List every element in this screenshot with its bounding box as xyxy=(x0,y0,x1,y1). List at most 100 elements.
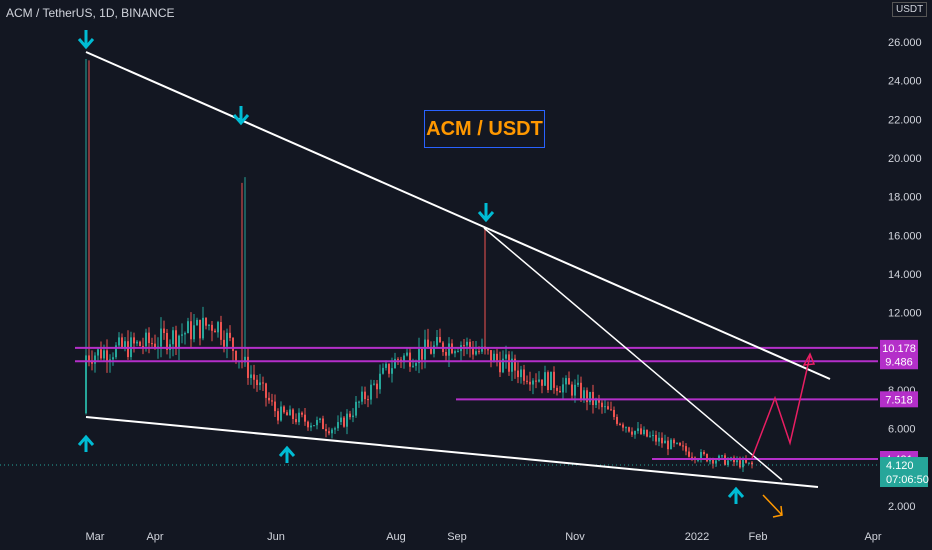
x-tick-label: 2022 xyxy=(685,531,709,543)
candle xyxy=(193,314,195,343)
candle xyxy=(118,332,120,349)
candle xyxy=(97,348,99,362)
candle xyxy=(439,328,441,343)
candle xyxy=(253,364,255,389)
candle xyxy=(334,426,336,434)
candle xyxy=(640,424,642,436)
candle xyxy=(400,356,402,369)
candle xyxy=(286,409,288,416)
candle xyxy=(289,405,291,416)
candle xyxy=(124,337,126,352)
candle xyxy=(706,453,708,463)
candle xyxy=(346,409,348,435)
x-tick-label: Aug xyxy=(386,531,406,543)
candle xyxy=(175,325,177,355)
candle xyxy=(412,358,414,368)
down-projection-arrow xyxy=(762,494,783,516)
candle xyxy=(496,348,498,367)
candle xyxy=(580,376,582,403)
candle xyxy=(220,315,222,346)
candle xyxy=(148,327,150,354)
candle xyxy=(529,371,531,391)
candle xyxy=(535,373,537,389)
candle xyxy=(262,376,264,391)
x-axis: Mar Apr Jun Aug Sep Nov 2022 Feb Apr xyxy=(86,531,882,543)
level-tag-label: 7.518 xyxy=(885,394,913,406)
candle xyxy=(460,341,462,361)
candlesticks xyxy=(85,59,753,472)
candle xyxy=(622,422,624,432)
y-tick-label: 24.000 xyxy=(888,76,922,88)
arrow-up-icon xyxy=(278,445,296,463)
candle xyxy=(688,447,690,458)
y-tick-label: 22.000 xyxy=(888,114,922,126)
candle xyxy=(682,440,684,451)
candle xyxy=(106,339,108,373)
arrow-down-icon xyxy=(477,203,495,223)
candle xyxy=(532,378,534,395)
candle xyxy=(328,427,330,436)
candle xyxy=(667,436,669,456)
arrow-down-icon xyxy=(77,30,95,50)
candle xyxy=(472,340,474,360)
candle xyxy=(358,400,360,408)
candle xyxy=(352,408,354,423)
candle xyxy=(670,438,672,450)
candle xyxy=(322,415,324,430)
arrow-up-icon xyxy=(727,486,745,504)
candle xyxy=(208,324,210,331)
candle xyxy=(181,323,183,344)
candle xyxy=(325,423,327,438)
candle xyxy=(523,364,525,385)
candle xyxy=(481,338,483,355)
candle xyxy=(487,348,489,355)
candle xyxy=(685,443,687,456)
candle xyxy=(337,415,339,431)
candle xyxy=(736,456,738,466)
candle xyxy=(85,59,87,415)
candle xyxy=(133,332,135,353)
candle xyxy=(256,374,258,392)
candle xyxy=(604,399,606,414)
candle xyxy=(295,413,297,425)
candle xyxy=(376,379,378,399)
candle xyxy=(664,434,666,444)
candle xyxy=(505,345,507,369)
candle xyxy=(217,320,219,338)
candle xyxy=(679,442,681,447)
candle xyxy=(343,416,345,428)
candle xyxy=(166,328,168,355)
candle xyxy=(292,408,294,425)
candle xyxy=(628,426,630,433)
candle xyxy=(172,326,174,357)
candle xyxy=(214,328,216,333)
candle xyxy=(661,432,663,448)
candle xyxy=(562,377,564,400)
y-tick-label: 12.000 xyxy=(888,308,922,320)
arrow-up-icon xyxy=(77,434,95,452)
candle xyxy=(514,354,516,379)
upper-trendline xyxy=(85,51,831,380)
candle xyxy=(598,394,600,410)
x-tick-label: Feb xyxy=(749,531,768,543)
candle xyxy=(223,330,225,353)
candle xyxy=(241,182,243,369)
price-unit[interactable]: USDT xyxy=(892,2,928,17)
x-tick-label: Apr xyxy=(146,531,163,543)
candle xyxy=(649,431,651,438)
candle xyxy=(283,405,285,414)
candle xyxy=(616,414,618,426)
level-tag xyxy=(880,339,918,356)
candle xyxy=(619,422,621,426)
candle xyxy=(130,331,132,360)
current-price-label: 4.120 xyxy=(886,460,914,472)
candle xyxy=(448,337,450,368)
candle xyxy=(388,363,390,378)
y-tick-label: 20.000 xyxy=(888,153,922,165)
candle xyxy=(436,330,438,348)
horizontal-levels xyxy=(0,346,878,466)
candle xyxy=(94,352,96,373)
level-tag-label: 10.178 xyxy=(882,343,916,355)
candle xyxy=(310,422,312,432)
candle xyxy=(655,430,657,446)
